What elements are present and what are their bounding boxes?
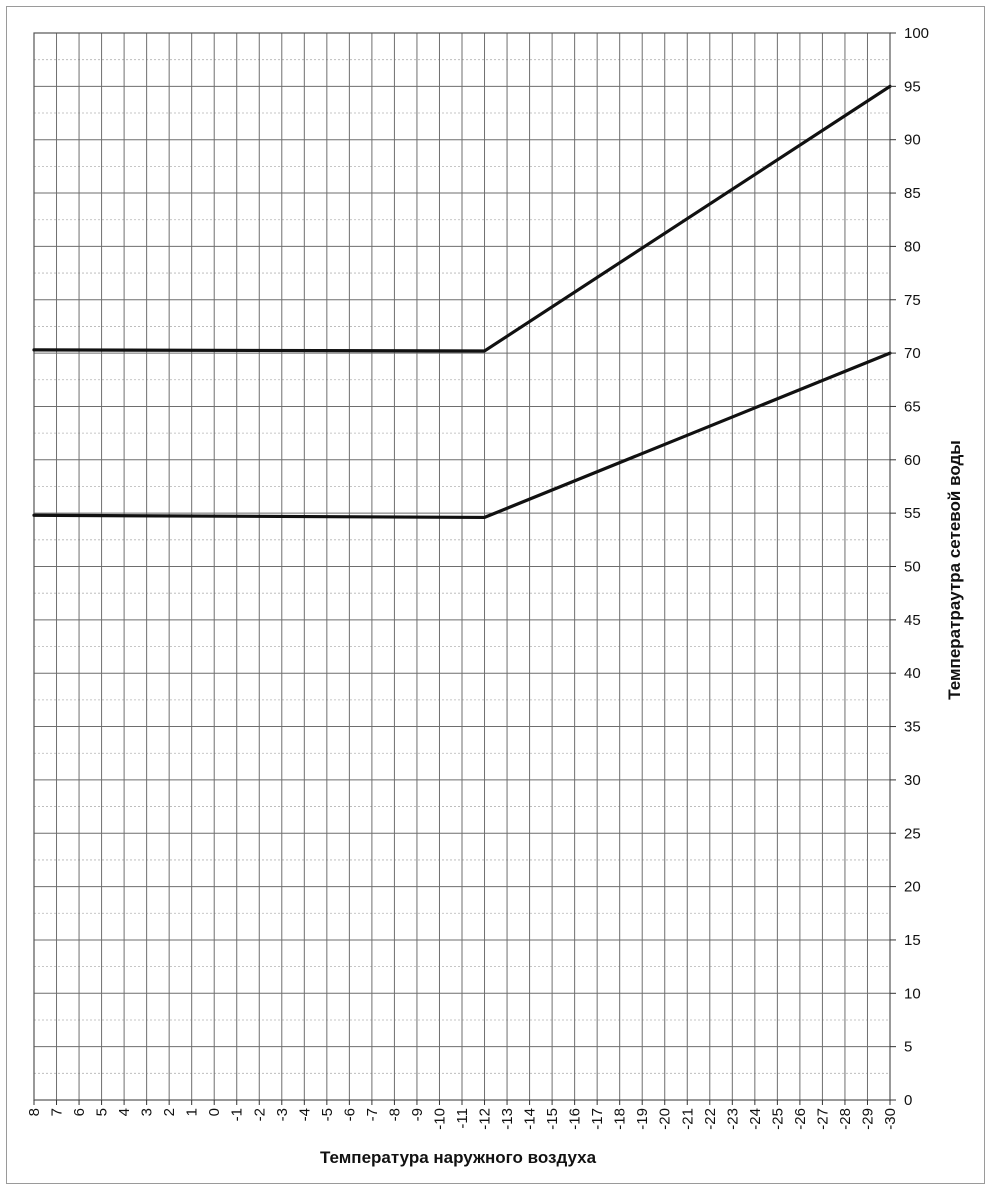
x-tick-label: -25	[769, 1108, 786, 1130]
x-tick-label: -23	[724, 1108, 741, 1130]
y-tick-label: 95	[904, 78, 921, 95]
x-tick-label: 2	[161, 1108, 178, 1116]
x-tick-label: -30	[882, 1108, 899, 1130]
x-tick-label: -4	[296, 1108, 313, 1121]
x-tick-label: 8	[26, 1108, 43, 1116]
x-tick-label: -13	[499, 1108, 516, 1130]
series-line-2	[32, 351, 892, 520]
y-tick-label: 90	[904, 132, 921, 149]
x-tick-label: -14	[522, 1108, 539, 1130]
series-layer	[32, 84, 892, 520]
x-tick-label: 1	[184, 1108, 201, 1116]
x-tick-label: -10	[431, 1108, 448, 1130]
x-tick-label: -6	[341, 1108, 358, 1121]
y-tick-label: 40	[904, 665, 921, 682]
x-tick-label: -20	[657, 1108, 674, 1130]
y-tick-label: 0	[904, 1092, 912, 1109]
x-axis-label: Температура наружного воздуха	[320, 1148, 597, 1167]
x-tick-label: -11	[454, 1108, 471, 1129]
y-tick-label: 20	[904, 879, 921, 896]
x-tick-label: -18	[612, 1108, 629, 1130]
x-tick-label: -7	[364, 1108, 381, 1121]
y-tick-label: 30	[904, 772, 921, 789]
x-tick-label: -17	[589, 1108, 606, 1130]
x-tick-label: -24	[747, 1108, 764, 1130]
x-tick-label: 7	[49, 1108, 66, 1116]
x-tick-label: -26	[792, 1108, 809, 1130]
x-tick-label: -12	[477, 1108, 494, 1130]
y-tick-label: 25	[904, 825, 921, 842]
x-tick-label: -16	[567, 1108, 584, 1130]
x-tick-label: -29	[859, 1108, 876, 1130]
x-tick-label: -3	[274, 1108, 291, 1121]
y-tick-label: 80	[904, 238, 921, 255]
series-line-1	[32, 84, 892, 353]
y-axis-label: Температраутра сетевой воды	[945, 440, 964, 700]
x-tick-label: 4	[116, 1108, 133, 1116]
x-tick-label: 6	[71, 1108, 88, 1116]
y-tick-label: 55	[904, 505, 921, 522]
y-tick-label: 50	[904, 559, 921, 576]
y-tick-label: 45	[904, 612, 921, 629]
x-tick-label: 3	[139, 1108, 156, 1116]
x-tick-label: -5	[319, 1108, 336, 1121]
y-tick-label: 5	[904, 1039, 912, 1056]
y-tick-label: 70	[904, 345, 921, 362]
x-tick-label: 0	[206, 1108, 223, 1116]
x-tick-label: -19	[634, 1108, 651, 1130]
y-axis-ticks: 0 5 10 15 20 25 30 35 40 45 50 55 60 65 70 75 80 85 90 95 10…	[890, 25, 929, 1109]
y-tick-label: 65	[904, 398, 921, 415]
x-tick-label: -28	[837, 1108, 854, 1130]
x-tick-label: -2	[251, 1108, 268, 1121]
x-tick-label: -9	[409, 1108, 426, 1121]
y-tick-label: 100	[904, 25, 929, 42]
x-tick-label: 5	[94, 1108, 111, 1116]
x-tick-label: -8	[386, 1108, 403, 1121]
y-tick-label: 85	[904, 185, 921, 202]
x-tick-label: -15	[544, 1108, 561, 1130]
x-tick-label: -27	[814, 1108, 831, 1130]
x-tick-label: -22	[702, 1108, 719, 1130]
x-tick-label: -21	[679, 1108, 696, 1130]
y-tick-label: 75	[904, 292, 921, 309]
y-tick-label: 60	[904, 452, 921, 469]
grid	[33, 32, 891, 1101]
x-tick-label: -1	[229, 1108, 246, 1121]
y-tick-label: 15	[904, 932, 921, 949]
y-tick-label: 35	[904, 719, 921, 736]
x-axis-ticks: 8 7 6 5 4 3 2 1 0 -1 -2 -3 -4 -5 -6 -7 -8 -9 -10 -11 -12 -13-…	[26, 1100, 899, 1130]
y-tick-label: 10	[904, 985, 921, 1002]
